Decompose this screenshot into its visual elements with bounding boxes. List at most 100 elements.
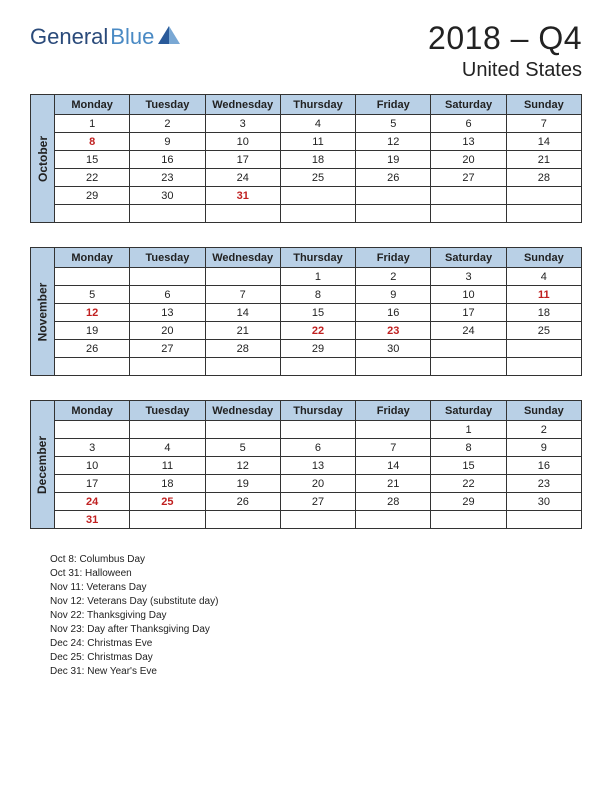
holiday-item: Oct 31: Halloween xyxy=(50,567,582,581)
holidays-list: Oct 8: Columbus DayOct 31: HalloweenNov … xyxy=(30,553,582,679)
day-cell: 11 xyxy=(280,133,355,151)
day-cell: 9 xyxy=(130,133,205,151)
day-cell: 30 xyxy=(356,340,431,358)
day-cell: 29 xyxy=(431,493,506,511)
day-cell xyxy=(130,421,205,439)
week-row: 293031 xyxy=(55,187,582,205)
day-cell xyxy=(356,205,431,223)
day-cell: 18 xyxy=(506,304,581,322)
day-cell: 15 xyxy=(55,151,130,169)
day-header: Thursday xyxy=(280,401,355,421)
title-country: United States xyxy=(428,59,582,82)
day-cell: 18 xyxy=(130,475,205,493)
day-cell xyxy=(130,205,205,223)
day-cell: 11 xyxy=(506,286,581,304)
day-header: Monday xyxy=(55,248,130,268)
day-cell: 30 xyxy=(130,187,205,205)
calendar-october: OctoberMondayTuesdayWednesdayThursdayFri… xyxy=(30,94,582,223)
holiday-item: Dec 31: New Year's Eve xyxy=(50,665,582,679)
day-cell: 20 xyxy=(280,475,355,493)
day-cell: 22 xyxy=(431,475,506,493)
calendar-page: GeneralBlue 2018 – Q4 United States Octo… xyxy=(0,0,612,689)
day-cell: 7 xyxy=(356,439,431,457)
day-cell xyxy=(55,421,130,439)
day-cell: 12 xyxy=(356,133,431,151)
day-header: Tuesday xyxy=(130,95,205,115)
day-cell: 7 xyxy=(506,115,581,133)
day-header: Friday xyxy=(356,248,431,268)
day-header: Sunday xyxy=(506,401,581,421)
day-cell: 6 xyxy=(431,115,506,133)
day-cell: 6 xyxy=(130,286,205,304)
day-cell xyxy=(280,511,355,529)
month-label: December xyxy=(36,435,50,493)
week-row: 17181920212223 xyxy=(55,475,582,493)
day-header: Monday xyxy=(55,95,130,115)
title-block: 2018 – Q4 United States xyxy=(428,20,582,82)
day-cell: 5 xyxy=(356,115,431,133)
calendar-november: November MondayTuesdayWednesdayThursdayFr… xyxy=(30,247,582,376)
day-header: Friday xyxy=(356,401,431,421)
day-cell: 29 xyxy=(55,187,130,205)
week-row: 891011121314 xyxy=(55,133,582,151)
day-cell xyxy=(280,358,355,376)
day-header: Monday xyxy=(55,401,130,421)
header: GeneralBlue 2018 – Q4 United States xyxy=(30,20,582,82)
day-header: Saturday xyxy=(431,248,506,268)
day-header: Sunday xyxy=(506,95,581,115)
month-label: November xyxy=(36,282,50,341)
day-cell: 8 xyxy=(280,286,355,304)
week-row: 1234567 xyxy=(55,115,582,133)
day-cell xyxy=(506,340,581,358)
day-cell: 5 xyxy=(55,286,130,304)
day-cell xyxy=(431,205,506,223)
day-header: Saturday xyxy=(431,401,506,421)
day-cell: 2 xyxy=(356,268,431,286)
day-cell: 24 xyxy=(205,169,280,187)
day-cell xyxy=(506,511,581,529)
day-cell: 19 xyxy=(205,475,280,493)
day-cell: 13 xyxy=(130,304,205,322)
day-cell: 21 xyxy=(205,322,280,340)
day-cell: 12 xyxy=(55,304,130,322)
holiday-item: Oct 8: Columbus Day xyxy=(50,553,582,567)
day-header: Wednesday xyxy=(205,95,280,115)
day-cell: 3 xyxy=(205,115,280,133)
day-cell xyxy=(431,187,506,205)
calendar-december: DecemberMondayTuesdayWednesdayThursdayFr… xyxy=(30,400,582,529)
month-table: MondayTuesdayWednesdayThursdayFridaySatu… xyxy=(54,247,582,376)
month-tab: October xyxy=(30,94,54,223)
day-cell: 14 xyxy=(356,457,431,475)
day-cell xyxy=(431,340,506,358)
month-label: October xyxy=(36,135,50,181)
day-cell: 10 xyxy=(431,286,506,304)
day-cell xyxy=(506,358,581,376)
logo-icon xyxy=(158,24,180,50)
holiday-item: Dec 24: Christmas Eve xyxy=(50,637,582,651)
day-cell: 28 xyxy=(356,493,431,511)
day-cell xyxy=(280,187,355,205)
week-row: 31 xyxy=(55,511,582,529)
day-cell: 17 xyxy=(431,304,506,322)
day-cell: 1 xyxy=(55,115,130,133)
day-cell: 16 xyxy=(356,304,431,322)
day-cell: 23 xyxy=(356,322,431,340)
day-cell: 3 xyxy=(55,439,130,457)
day-cell: 14 xyxy=(506,133,581,151)
day-cell: 25 xyxy=(130,493,205,511)
day-cell: 20 xyxy=(130,322,205,340)
day-cell: 24 xyxy=(55,493,130,511)
day-cell: 22 xyxy=(280,322,355,340)
day-cell: 9 xyxy=(356,286,431,304)
day-cell: 8 xyxy=(431,439,506,457)
day-cell: 23 xyxy=(506,475,581,493)
day-cell: 30 xyxy=(506,493,581,511)
day-cell: 7 xyxy=(205,286,280,304)
day-cell: 20 xyxy=(431,151,506,169)
day-cell: 4 xyxy=(506,268,581,286)
week-row xyxy=(55,205,582,223)
day-cell: 16 xyxy=(130,151,205,169)
day-cell: 15 xyxy=(280,304,355,322)
day-cell: 2 xyxy=(130,115,205,133)
week-row: 1234 xyxy=(55,268,582,286)
